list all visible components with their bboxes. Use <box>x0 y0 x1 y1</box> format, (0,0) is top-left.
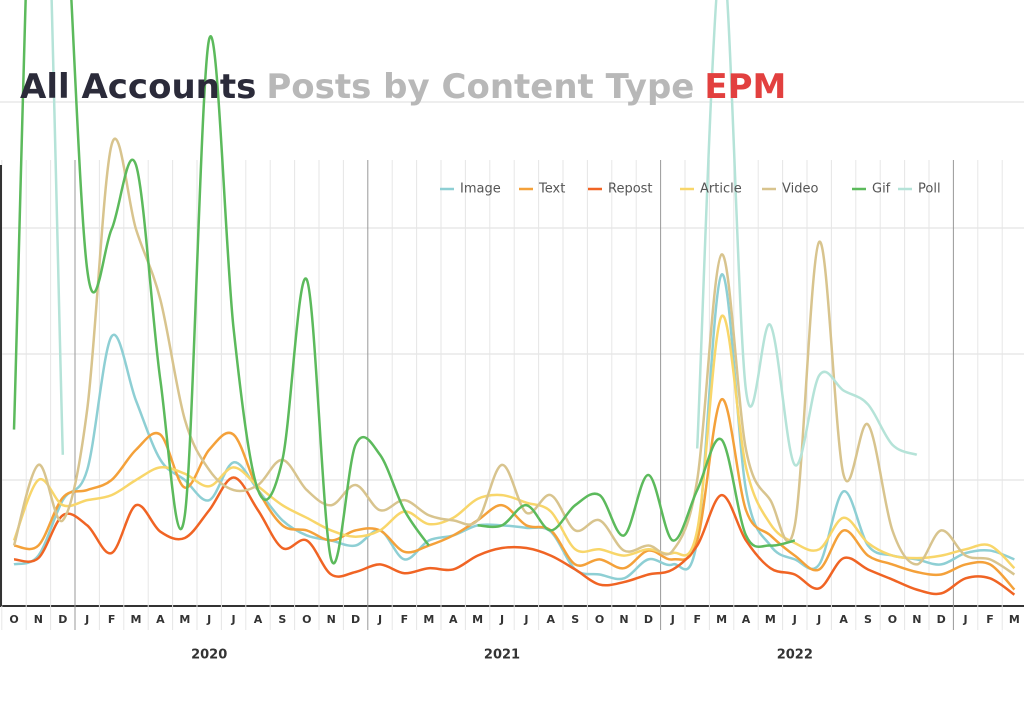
legend: Image Text Repost Article Video Gif Poll <box>440 182 941 197</box>
series-line <box>50 0 918 467</box>
x-tick-label: N <box>327 613 336 626</box>
x-tick-label: J <box>816 613 821 626</box>
x-tick-label: D <box>937 613 946 626</box>
legend-label: Gif <box>872 182 891 197</box>
x-tick-label: D <box>58 613 67 626</box>
x-tick-label: M <box>716 613 727 626</box>
x-tick-label: A <box>156 613 165 626</box>
series-line <box>13 398 1016 591</box>
series-line <box>13 476 1016 596</box>
x-tick-label: N <box>912 613 921 626</box>
x-tick-label: F <box>986 613 994 626</box>
legend-label: Article <box>700 182 742 197</box>
x-tick-label: A <box>449 613 458 626</box>
year-label: 2020 <box>191 648 227 663</box>
year-label: 2022 <box>777 648 813 663</box>
lines <box>12 0 1016 596</box>
x-tick-label: S <box>864 613 872 626</box>
x-tick-label: O <box>302 613 311 626</box>
x-tick-label: A <box>742 613 751 626</box>
x-tick-label: N <box>34 613 43 626</box>
x-tick-label: A <box>547 613 556 626</box>
chart-title: All Accounts Posts by Content Type EPM <box>20 67 786 107</box>
x-tick-label: M <box>423 613 434 626</box>
x-tick-label: M <box>131 613 142 626</box>
x-tick-label: D <box>644 613 653 626</box>
title-part: EPM <box>704 67 786 107</box>
legend-label: Poll <box>918 182 941 197</box>
x-tick-label: J <box>523 613 528 626</box>
x-tick-label: J <box>963 613 968 626</box>
grid <box>0 101 1024 630</box>
x-tick-label: J <box>377 613 382 626</box>
x-tick-label: J <box>670 613 675 626</box>
title-part: Posts by Content Type <box>266 67 694 107</box>
legend-label: Repost <box>608 182 653 197</box>
x-tick-label: J <box>792 613 797 626</box>
x-tick-label: O <box>888 613 897 626</box>
x-tick-label: S <box>278 613 286 626</box>
x-tick-label: M <box>472 613 483 626</box>
legend-label: Text <box>538 182 565 197</box>
x-tick-label: M <box>179 613 190 626</box>
x-tick-label: S <box>571 613 579 626</box>
year-label: 2021 <box>484 648 520 663</box>
x-tick-label: J <box>84 613 89 626</box>
title-part: All Accounts <box>20 67 256 107</box>
x-tick-label: D <box>351 613 360 626</box>
x-tick-label: F <box>693 613 701 626</box>
x-tick-label: O <box>9 613 18 626</box>
x-tick-label: A <box>254 613 263 626</box>
x-tick-label: F <box>108 613 116 626</box>
x-tick-label: M <box>1009 613 1020 626</box>
x-tick-label: F <box>401 613 409 626</box>
legend-label: Video <box>782 182 818 197</box>
x-tick-label: O <box>595 613 604 626</box>
x-tick-label: N <box>619 613 628 626</box>
legend-label: Image <box>460 182 501 197</box>
series-line <box>12 0 796 565</box>
x-tick-label: A <box>839 613 848 626</box>
x-tick-label: J <box>206 613 211 626</box>
x-tick-label: M <box>765 613 776 626</box>
x-tick-label: J <box>231 613 236 626</box>
x-tick-label: J <box>499 613 504 626</box>
series-line <box>12 314 1016 570</box>
